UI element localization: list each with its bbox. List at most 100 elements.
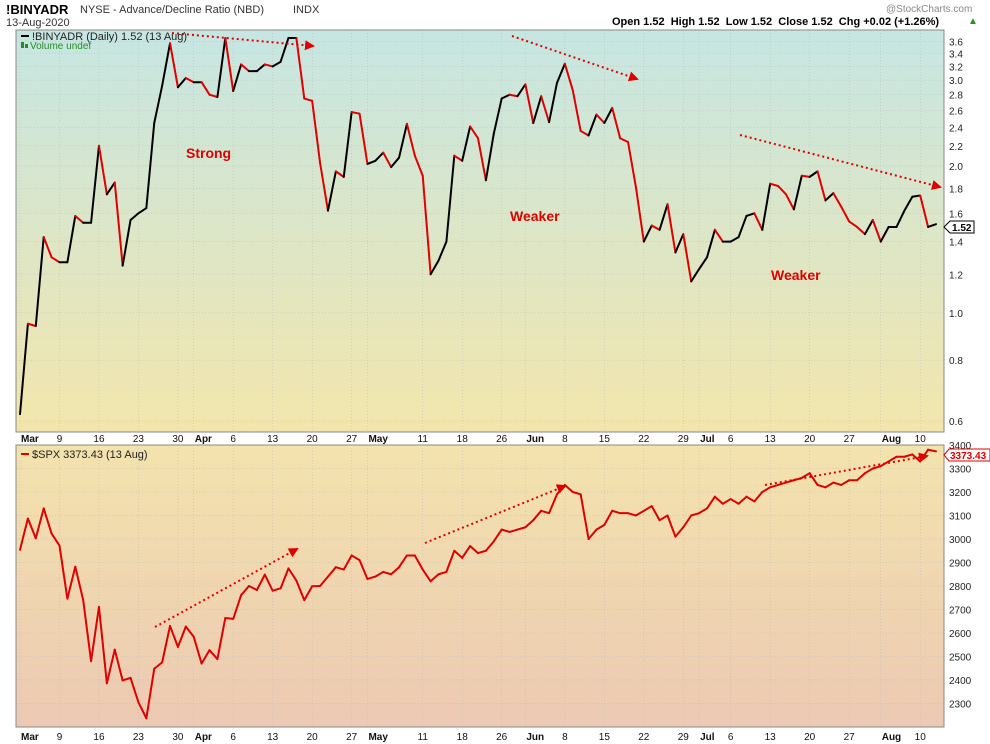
adr-y-tick-label: 3.4 — [949, 50, 963, 61]
adr-x-tick-label: 22 — [638, 434, 650, 445]
spx-line-segment — [603, 509, 614, 526]
spx-y-tick-label: 2500 — [949, 653, 972, 664]
adr-x-tick-label: 8 — [562, 434, 568, 445]
adr-line-segment — [255, 63, 266, 73]
adr-line-segment — [911, 194, 922, 198]
adr-line-segment — [856, 225, 866, 236]
spx-line-segment — [611, 509, 622, 515]
spx-line-segment — [492, 528, 503, 543]
spx-x-tick-label: 13 — [267, 732, 279, 743]
adr-line-segment — [690, 268, 701, 283]
trend-arrows — [154, 32, 942, 628]
spx-line-segment — [674, 526, 685, 538]
ohlc-summary: Open 1.52 High 1.52 Low 1.52 Close 1.52 … — [612, 16, 940, 28]
annotation-weaker-1: Weaker — [510, 208, 560, 224]
adr-line-segment — [405, 122, 416, 157]
adr-line-segment — [650, 224, 661, 231]
spx-y-tick-label: 2300 — [949, 700, 972, 711]
spx-line-segment — [698, 507, 708, 515]
spx-line-segment — [516, 526, 527, 531]
adr-line-segment — [666, 203, 677, 254]
adr-line-segment — [516, 83, 527, 98]
bottom-panel-background — [16, 445, 944, 727]
annotation-strong: Strong — [186, 145, 231, 161]
spx-x-tick-label: 23 — [133, 732, 145, 743]
adr-line-segment — [429, 259, 440, 276]
adr-line-segment — [784, 193, 795, 211]
spx-line-segment — [287, 567, 298, 582]
spx-line-segment — [334, 566, 345, 571]
spx-line-segment — [58, 544, 69, 600]
spx-y-tick-label: 2800 — [949, 582, 972, 593]
spx-x-tick-label: 18 — [457, 732, 469, 743]
adr-x-tick-label: 9 — [57, 434, 63, 445]
spx-line-segment — [232, 594, 243, 620]
adr-line-segment — [97, 144, 108, 196]
adr-y-tick-label: 0.6 — [949, 417, 963, 428]
adr-line-segment — [208, 93, 219, 98]
spx-line-segment — [713, 495, 724, 505]
adr-line-segment — [350, 111, 361, 115]
spx-line-segment — [121, 676, 132, 682]
adr-x-tick-label: 13 — [267, 434, 279, 445]
spx-line-segment — [19, 517, 29, 551]
adr-line-segment — [319, 161, 329, 212]
spx-x-tick-label: 20 — [307, 732, 319, 743]
spx-x-tick-label: 29 — [678, 732, 690, 743]
spx-line-segment — [271, 587, 282, 592]
spx-y-tick-label: 2600 — [949, 629, 972, 640]
adr-line-segment — [745, 212, 756, 217]
spx-line-segment — [350, 554, 361, 562]
spx-line-segment — [840, 479, 851, 486]
trend-arrow — [171, 32, 315, 51]
adr-line-segment — [453, 154, 464, 162]
spx-line-segment — [690, 512, 701, 517]
spx-line-segment — [248, 585, 258, 591]
spx-y-tick-label: 3400 — [949, 441, 972, 452]
spx-line-segment — [137, 701, 148, 720]
adr-line-segment — [848, 220, 859, 228]
spx-line-segment — [358, 559, 369, 580]
adr-line-segment — [587, 113, 598, 137]
spx-line-segment — [382, 570, 393, 576]
adr-line-segment — [642, 224, 653, 243]
trend-arrow — [154, 548, 299, 628]
adr-line-segment — [737, 214, 748, 239]
index-type-label: INDX — [293, 4, 320, 16]
spx-line-segment — [176, 625, 187, 648]
spx-line-segment — [184, 625, 195, 638]
spx-line-segment — [113, 648, 124, 682]
watermark: @StockCharts.com — [886, 4, 973, 15]
adr-x-tick-label: 23 — [133, 434, 145, 445]
adr-x-tick-label: 29 — [678, 434, 690, 445]
adr-line-segment — [469, 125, 479, 140]
trend-arrow — [424, 484, 567, 544]
adr-line-segment — [271, 60, 282, 68]
spx-line-segment — [524, 519, 535, 529]
spx-line-segment — [587, 528, 598, 540]
spx-line-segment — [26, 517, 37, 540]
adr-x-tick-label: Mar — [21, 434, 39, 445]
adr-line-segment — [113, 181, 124, 267]
spx-x-tick-label: 20 — [804, 732, 816, 743]
trend-arrow — [511, 35, 639, 82]
exchange-description: NYSE - Advance/Decline Ratio (NBD) — [80, 4, 265, 16]
adr-y-tick-label: 2.8 — [949, 91, 963, 102]
spx-line-segment — [66, 565, 77, 600]
spx-line-segment — [500, 528, 511, 533]
adr-line-segment — [713, 228, 724, 243]
adr-x-tick-label: Apr — [195, 434, 212, 445]
spx-legend-label: $SPX 3373.43 (13 Aug) — [32, 449, 148, 461]
adr-line-segment — [26, 322, 37, 327]
spx-line-segment — [50, 532, 61, 547]
volume-legend-label: Volume undef — [30, 41, 91, 52]
spx-x-tick-label: Jun — [526, 732, 544, 743]
adr-line-segment — [295, 36, 306, 100]
adr-line-segment — [682, 233, 693, 283]
spx-y-tick-label: 3100 — [949, 512, 972, 523]
spx-last-value-badge: 3373.43 — [943, 448, 990, 462]
adr-line-segment — [611, 106, 622, 140]
spx-line-segment — [863, 467, 874, 475]
spx-line-segment — [326, 566, 337, 578]
adr-line-segment — [374, 151, 385, 162]
